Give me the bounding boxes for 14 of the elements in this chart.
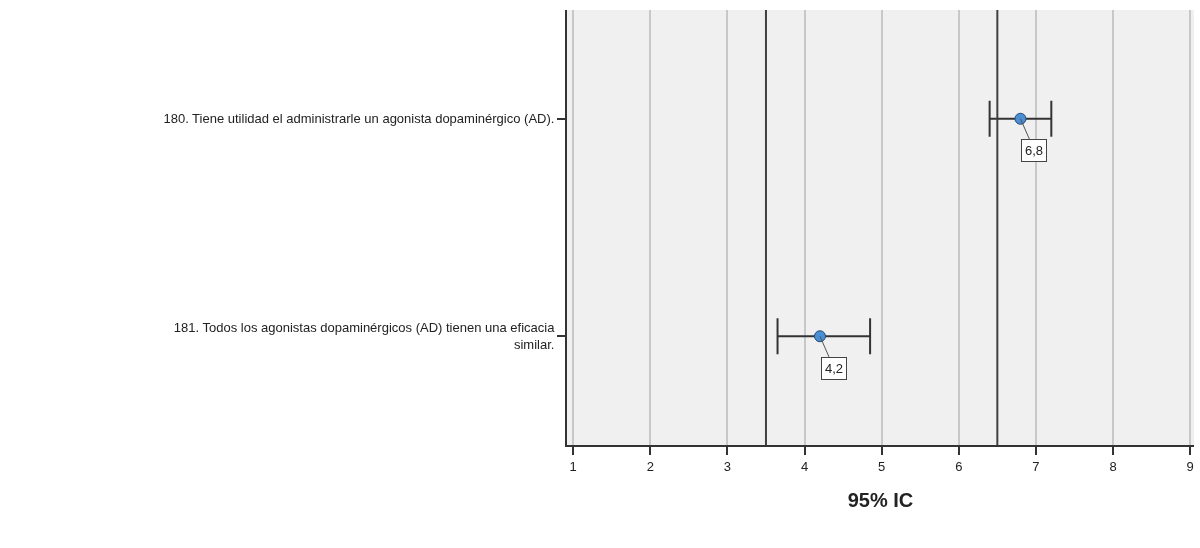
- x-tick-label: 1: [569, 458, 577, 474]
- y-tick-label: 181. Todos los agonistas dopaminérgicos (AD) tienen una eficacia similar.: [173, 320, 556, 353]
- x-tick-label: 9: [1186, 458, 1194, 474]
- x-axis-title: 95% IC: [847, 488, 914, 511]
- y-tick-label: 180. Tiene utilidad el administrarle un agonista dopaminérgico (AD).: [163, 111, 555, 127]
- x-tick-label: 6: [955, 458, 963, 474]
- x-tick-label: 3: [723, 458, 732, 474]
- x-tick-label: 4: [800, 458, 809, 474]
- data-label: 6,8: [1025, 143, 1044, 158]
- x-tick-label: 2: [646, 458, 654, 474]
- x-tick-label: 7: [1032, 458, 1040, 474]
- data-label: 4,2: [825, 361, 844, 376]
- x-tick-label: 5: [878, 458, 886, 474]
- x-tick-label: 8: [1109, 458, 1117, 474]
